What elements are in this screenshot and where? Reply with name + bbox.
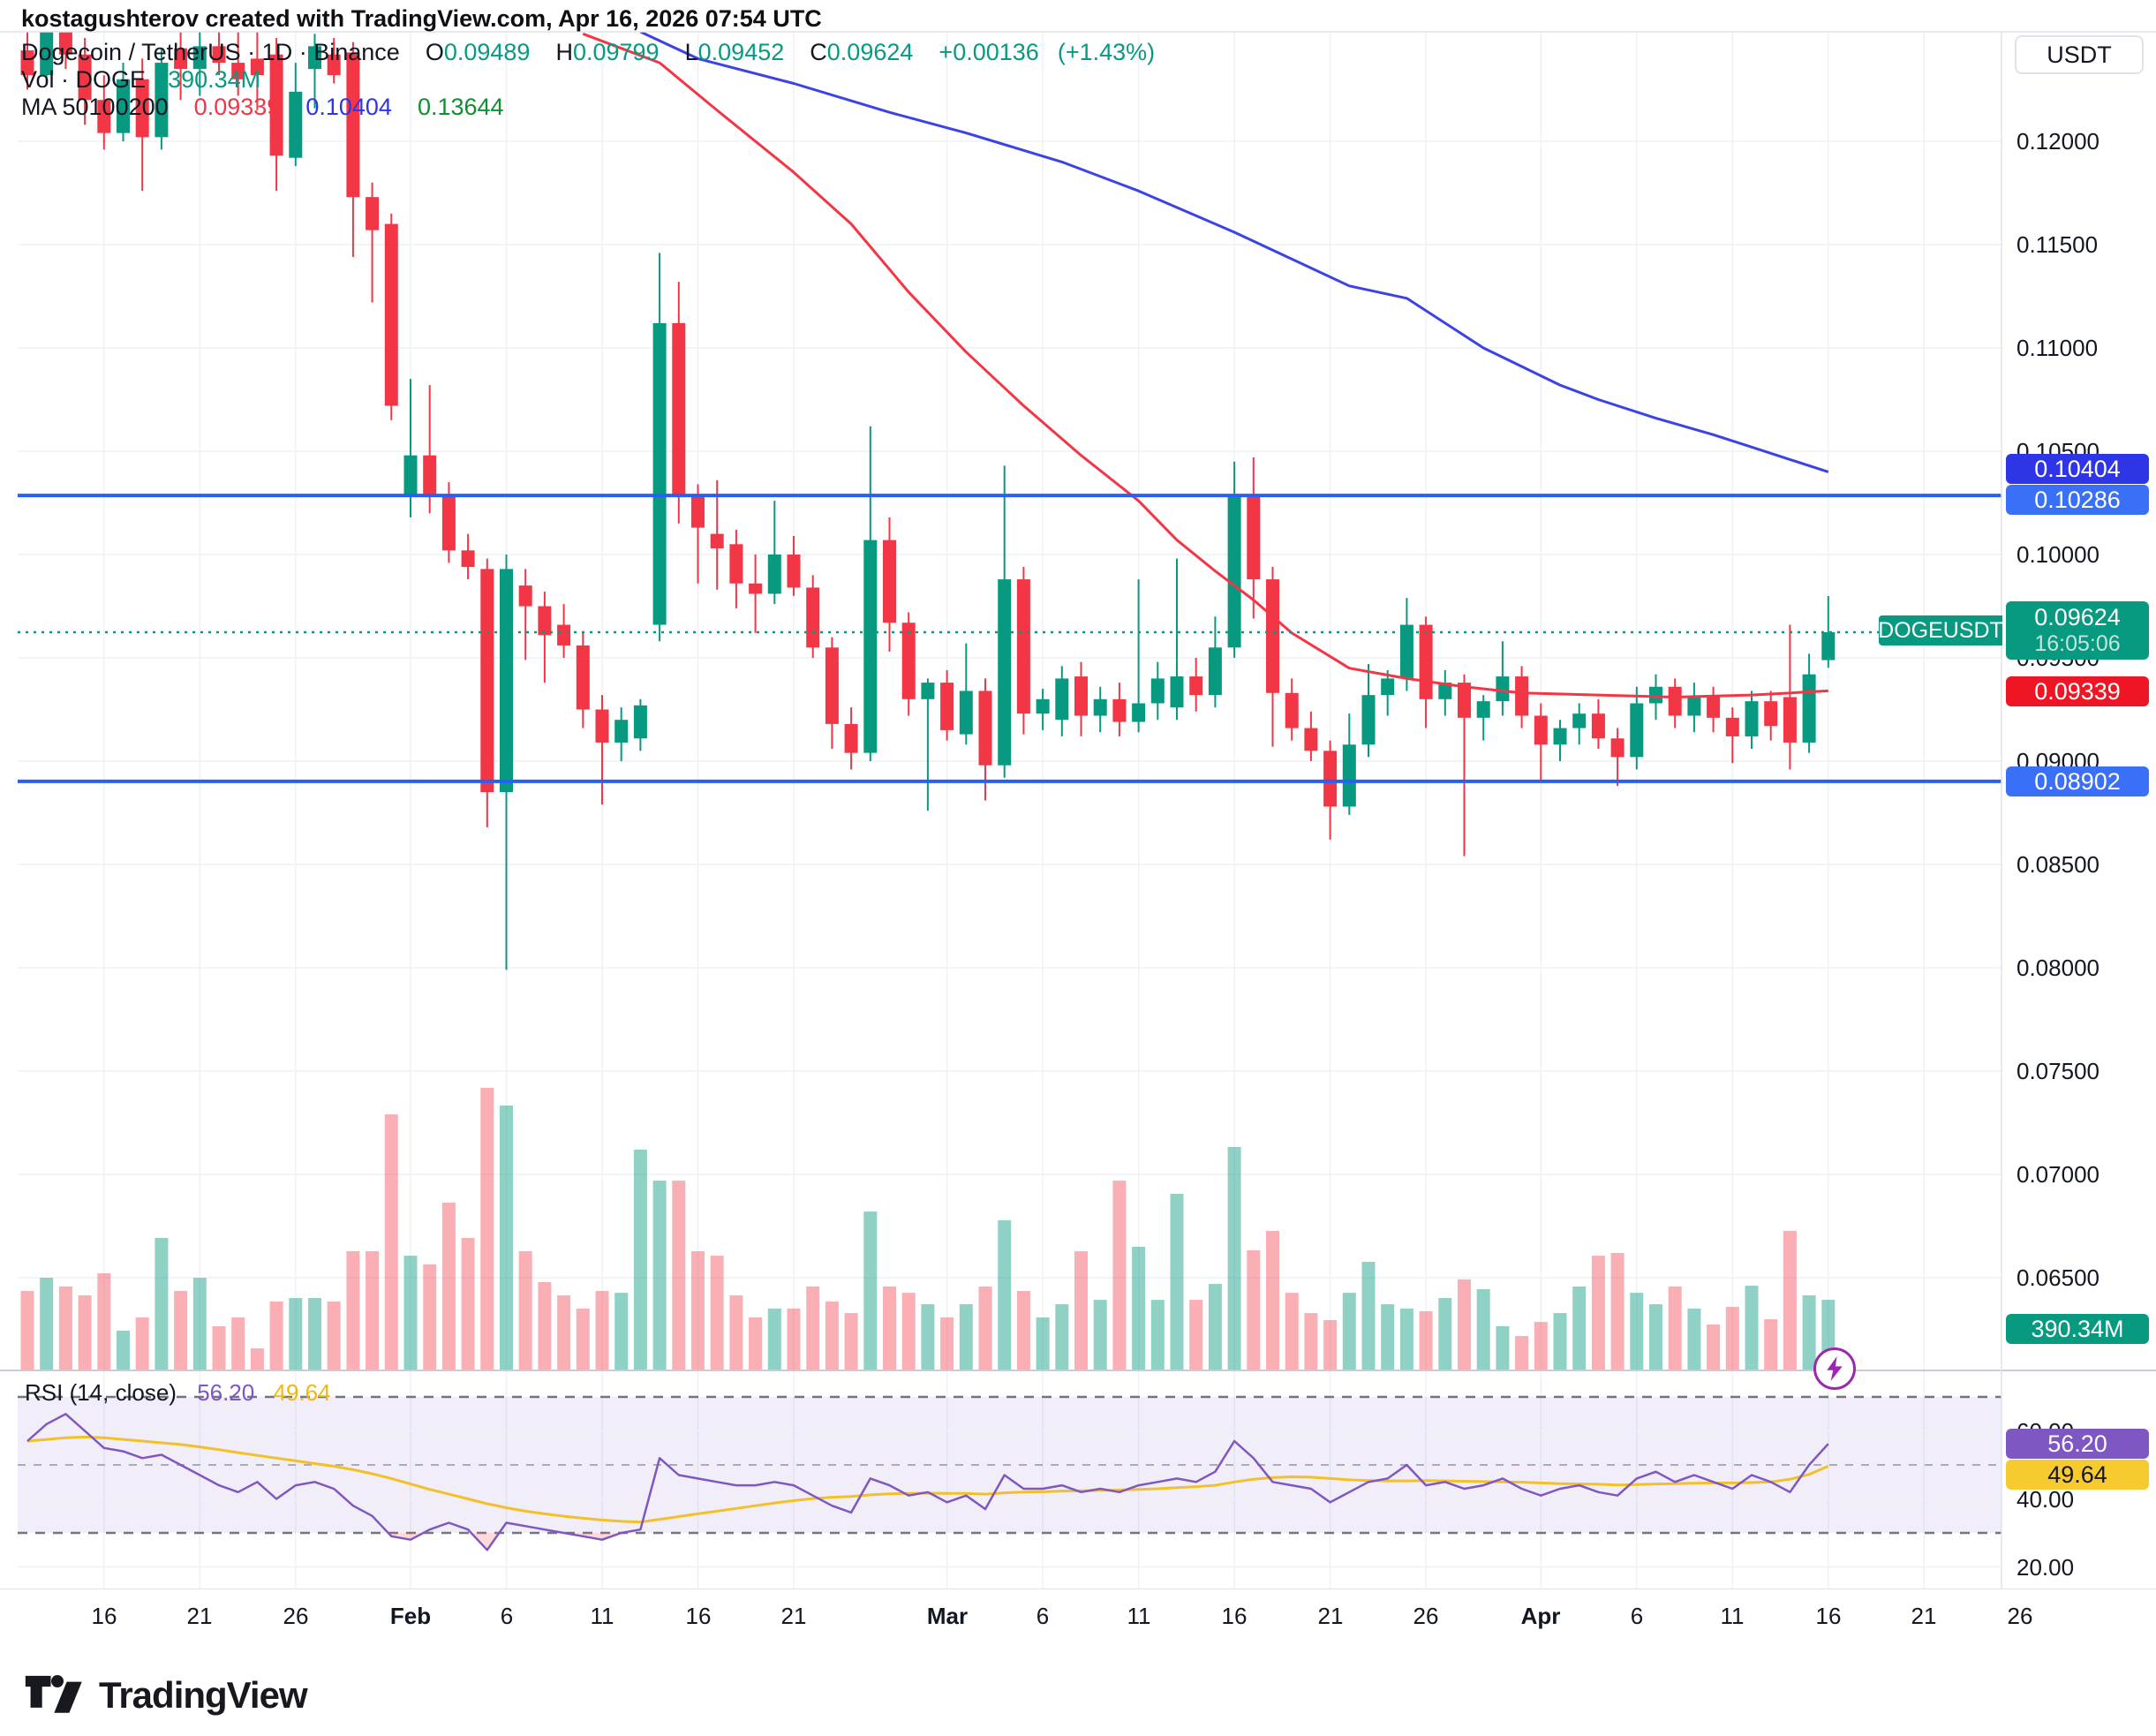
rsi-oversold-fill [27,1533,1828,1551]
support-price-badge: 0.08902 [2006,766,2149,796]
rsi-ma-value-badge: 49.64 [2006,1460,2149,1490]
attribution-text: kostagushterov created with TradingView.… [21,5,822,32]
rsi-label: RSI (14, close) [25,1379,177,1406]
open-letter: O [425,39,444,65]
open-value: 0.09489 [443,39,531,65]
rsi-gridlines [18,1430,2001,1568]
rsi-ma-value: 49.64 [273,1379,331,1406]
tradingview-logo: TradingView [25,1674,308,1717]
time-tick: 11 [590,1603,614,1629]
time-axis[interactable]: 16 21 26 Feb 6 11 16 21 Mar 6 11 16 21 26 Apr 6 11 16 21 26 [0,1589,2156,1642]
rsi-value-badge: 56.20 [2006,1429,2149,1459]
ma200-value: 0.13644 [417,94,504,120]
price-tick: 0.08000 [2017,955,2099,981]
ma-row[interactable]: MA 50100200 0.09339 0.10404 0.13644 [21,94,1155,120]
rsi-tick: 20.00 [2017,1553,2075,1581]
price-tick: 0.11500 [2017,231,2099,258]
time-tick: 21 [780,1603,807,1629]
price-tick: 0.08500 [2017,851,2099,878]
time-tick: 6 [1630,1603,1644,1629]
time-tick: Feb [389,1603,432,1629]
change-percent: (+1.43%) [1057,39,1156,65]
rsi-tick: 40.00 [2017,1485,2075,1513]
volume-row[interactable]: Vol · DOGE 390.34M [21,66,1155,93]
time-tick: 26 [283,1603,309,1629]
time-tick: 6 [500,1603,514,1629]
ma100-value: 0.10404 [305,94,392,120]
rsi-legend[interactable]: RSI (14, close) 56.20 49.64 [25,1379,331,1407]
rsi-line [26,1413,1829,1551]
volume-bars [20,1087,1836,1370]
close-value: 0.09624 [826,39,914,65]
lightning-icon [1827,1356,1843,1381]
price-tick: 0.06500 [2017,1264,2099,1291]
volume-badge: 390.34M [2006,1314,2149,1344]
ma50-price-badge: 0.09339 [2006,676,2149,706]
volume-value: 390.34M [168,66,261,93]
ma-label: MA 50100200 [21,94,169,120]
time-tick: 11 [1720,1603,1745,1629]
resistance-price-badge: 0.10286 [2006,485,2149,515]
moving-averages [582,32,1829,698]
candlesticks [20,32,1836,970]
price-tick: 0.07500 [2017,1058,2099,1084]
tradingview-logo-icon [25,1675,82,1713]
currency-toggle-button[interactable]: USDT [2015,35,2144,74]
change-value: +0.00136 [939,39,1039,65]
time-tick: 16 [91,1603,117,1629]
low-letter: L [684,39,698,65]
time-tick: 6 [1036,1603,1050,1629]
ma50-line [582,32,1828,698]
symbol-title: Dogecoin / TetherUS [21,39,241,65]
time-tick: 26 [2007,1603,2033,1629]
time-tick: 16 [685,1603,712,1629]
rsi-value: 56.20 [197,1379,255,1406]
time-tick: 21 [1317,1603,1344,1629]
lightning-trade-button[interactable] [1813,1347,1856,1390]
time-tick: 21 [186,1603,213,1629]
low-value: 0.09452 [697,39,785,65]
symbol-row[interactable]: Dogecoin / TetherUS · 1D · Binance O0.09… [21,39,1156,65]
volume-label: Vol · DOGE [21,66,147,93]
ma50-value: 0.09339 [193,94,281,120]
close-letter: C [810,39,827,65]
price-tick: 0.10000 [2017,541,2099,568]
time-tick: Mar [926,1603,969,1629]
high-value: 0.09799 [572,39,660,65]
interval-label: 1D [261,39,293,65]
time-tick: 16 [1815,1603,1842,1629]
exchange-label: Binance [313,39,400,65]
tradingview-logo-text: TradingView [99,1674,308,1716]
time-tick: Apr [1520,1603,1561,1629]
price-tick: 0.07000 [2017,1161,2099,1188]
price-tick: 0.12000 [2017,128,2099,155]
price-tick: 0.11000 [2017,335,2099,361]
last-price-value: 0.09624 [2034,604,2121,630]
time-tick: 26 [1413,1603,1439,1629]
ma100-line [639,32,1829,473]
high-letter: H [555,39,573,65]
bar-countdown: 16:05:06 [2034,631,2121,656]
time-tick: 16 [1221,1603,1248,1629]
chart-legend[interactable]: Dogecoin / TetherUS · 1D · Binance O0.09… [21,39,1155,121]
last-price-badge: 0.09624 16:05:06 [2006,601,2149,660]
time-tick: 11 [1127,1603,1151,1629]
symbol-price-label: DOGEUSDT [1878,615,2003,645]
ma100-price-badge: 0.10404 [2006,454,2149,484]
time-tick: 21 [1911,1603,1937,1629]
